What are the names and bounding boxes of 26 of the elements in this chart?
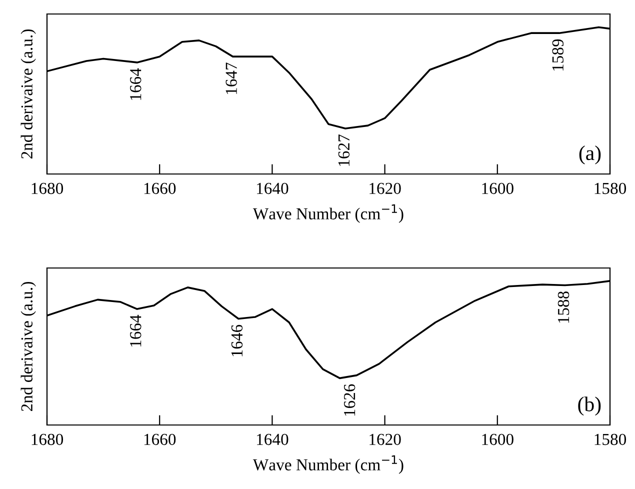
x-tick-label: 1640 [257,434,288,446]
annotation: 1627 [338,134,350,166]
annotation: 1626 [344,384,356,416]
x-tick-label: 1580 [594,434,626,446]
x-tick-label: 1600 [482,182,514,194]
annotation: 1588 [558,291,570,323]
x-tick-label: 1620 [370,182,401,194]
annotation: 1646 [231,324,243,356]
annotation: (a) [579,146,601,164]
annotation: 1647 [226,62,237,94]
x-tick-label: 1680 [32,434,64,446]
x-tick-label: 1620 [370,434,401,446]
x-tick-label: 1600 [482,434,514,446]
x-axis-title: Wave Number (cm$^{−1}$) [252,204,404,223]
x-tick-label: 1660 [144,182,176,194]
y-axis-title: 2nd derivaive (a.u.) [20,282,36,412]
y-axis-title: 2nd derivaive (a.u.) [20,29,36,159]
x-tick-label: 1640 [257,182,288,194]
x-tick-label: 1660 [144,434,176,446]
x-tick-label: 1680 [32,182,64,194]
annotation: 1589 [552,39,564,71]
annotation: (b) [578,396,601,416]
annotation: 1664 [130,68,142,100]
x-tick-label: 1580 [594,182,626,194]
x-axis-title: Wave Number (cm$^{−1}$) [252,455,404,474]
annotation: 1664 [130,314,142,346]
